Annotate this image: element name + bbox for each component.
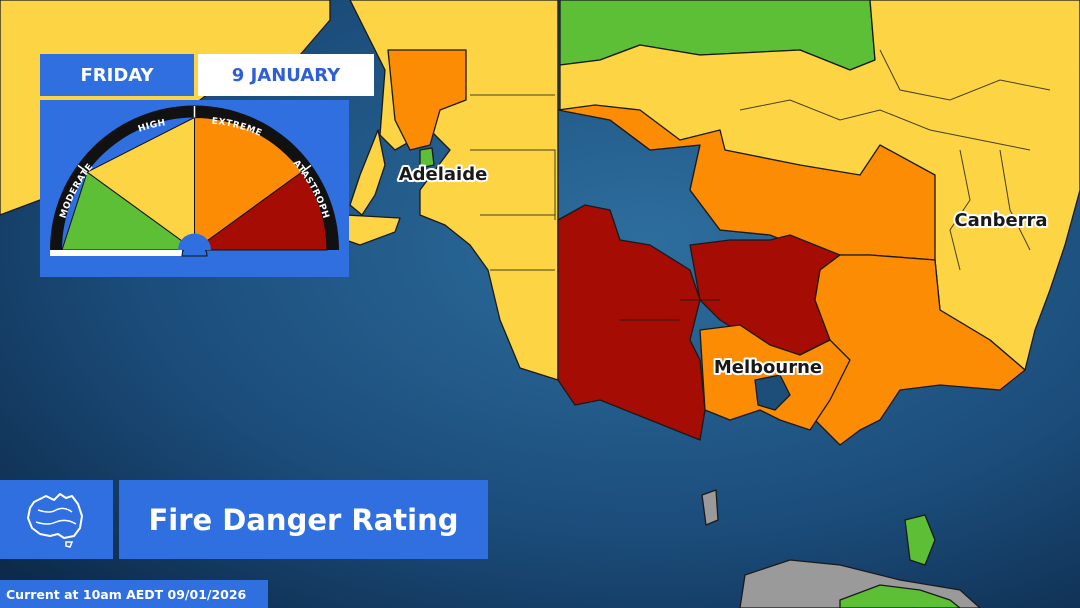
gauge-needle-bar bbox=[50, 250, 182, 256]
region-sa-orange bbox=[387, 49, 467, 151]
region-yorke-peninsula bbox=[349, 129, 386, 216]
timestamp-label: Current at 10am AEDT 09/01/2026 bbox=[0, 580, 268, 608]
region-tasmania-green bbox=[839, 584, 961, 608]
region-adelaide-green bbox=[419, 147, 435, 169]
gauge-segment-catastrophic bbox=[192, 171, 328, 251]
region-vic-west-catastrophic bbox=[557, 204, 706, 441]
gauge-pivot-cap bbox=[178, 233, 211, 250]
city-label-melbourne: Melbourne bbox=[714, 357, 822, 378]
australia-icon-box bbox=[0, 480, 113, 559]
port-phillip-bay bbox=[754, 374, 791, 411]
city-label-adelaide: Adelaide bbox=[399, 164, 488, 185]
fire-danger-gauge-panel: MODERATE HIGH EXTREME CATASTROPHIC bbox=[36, 93, 349, 277]
australia-map-icon bbox=[27, 493, 83, 548]
date-label: 9 JANUARY bbox=[198, 54, 374, 96]
district-borders bbox=[470, 49, 1051, 321]
map-title: Fire Danger Rating bbox=[119, 480, 488, 559]
fire-danger-gauge: MODERATE HIGH EXTREME CATASTROPHIC bbox=[36, 93, 339, 257]
city-label-canberra: Canberra bbox=[954, 210, 1047, 231]
gauge-segment-extreme bbox=[194, 116, 303, 251]
region-flinders-island bbox=[904, 514, 936, 566]
region-vic-central-catastrophic bbox=[689, 234, 841, 356]
day-label: FRIDAY bbox=[40, 54, 194, 96]
region-king-island bbox=[701, 489, 719, 526]
region-vic-north-orange bbox=[557, 104, 936, 261]
